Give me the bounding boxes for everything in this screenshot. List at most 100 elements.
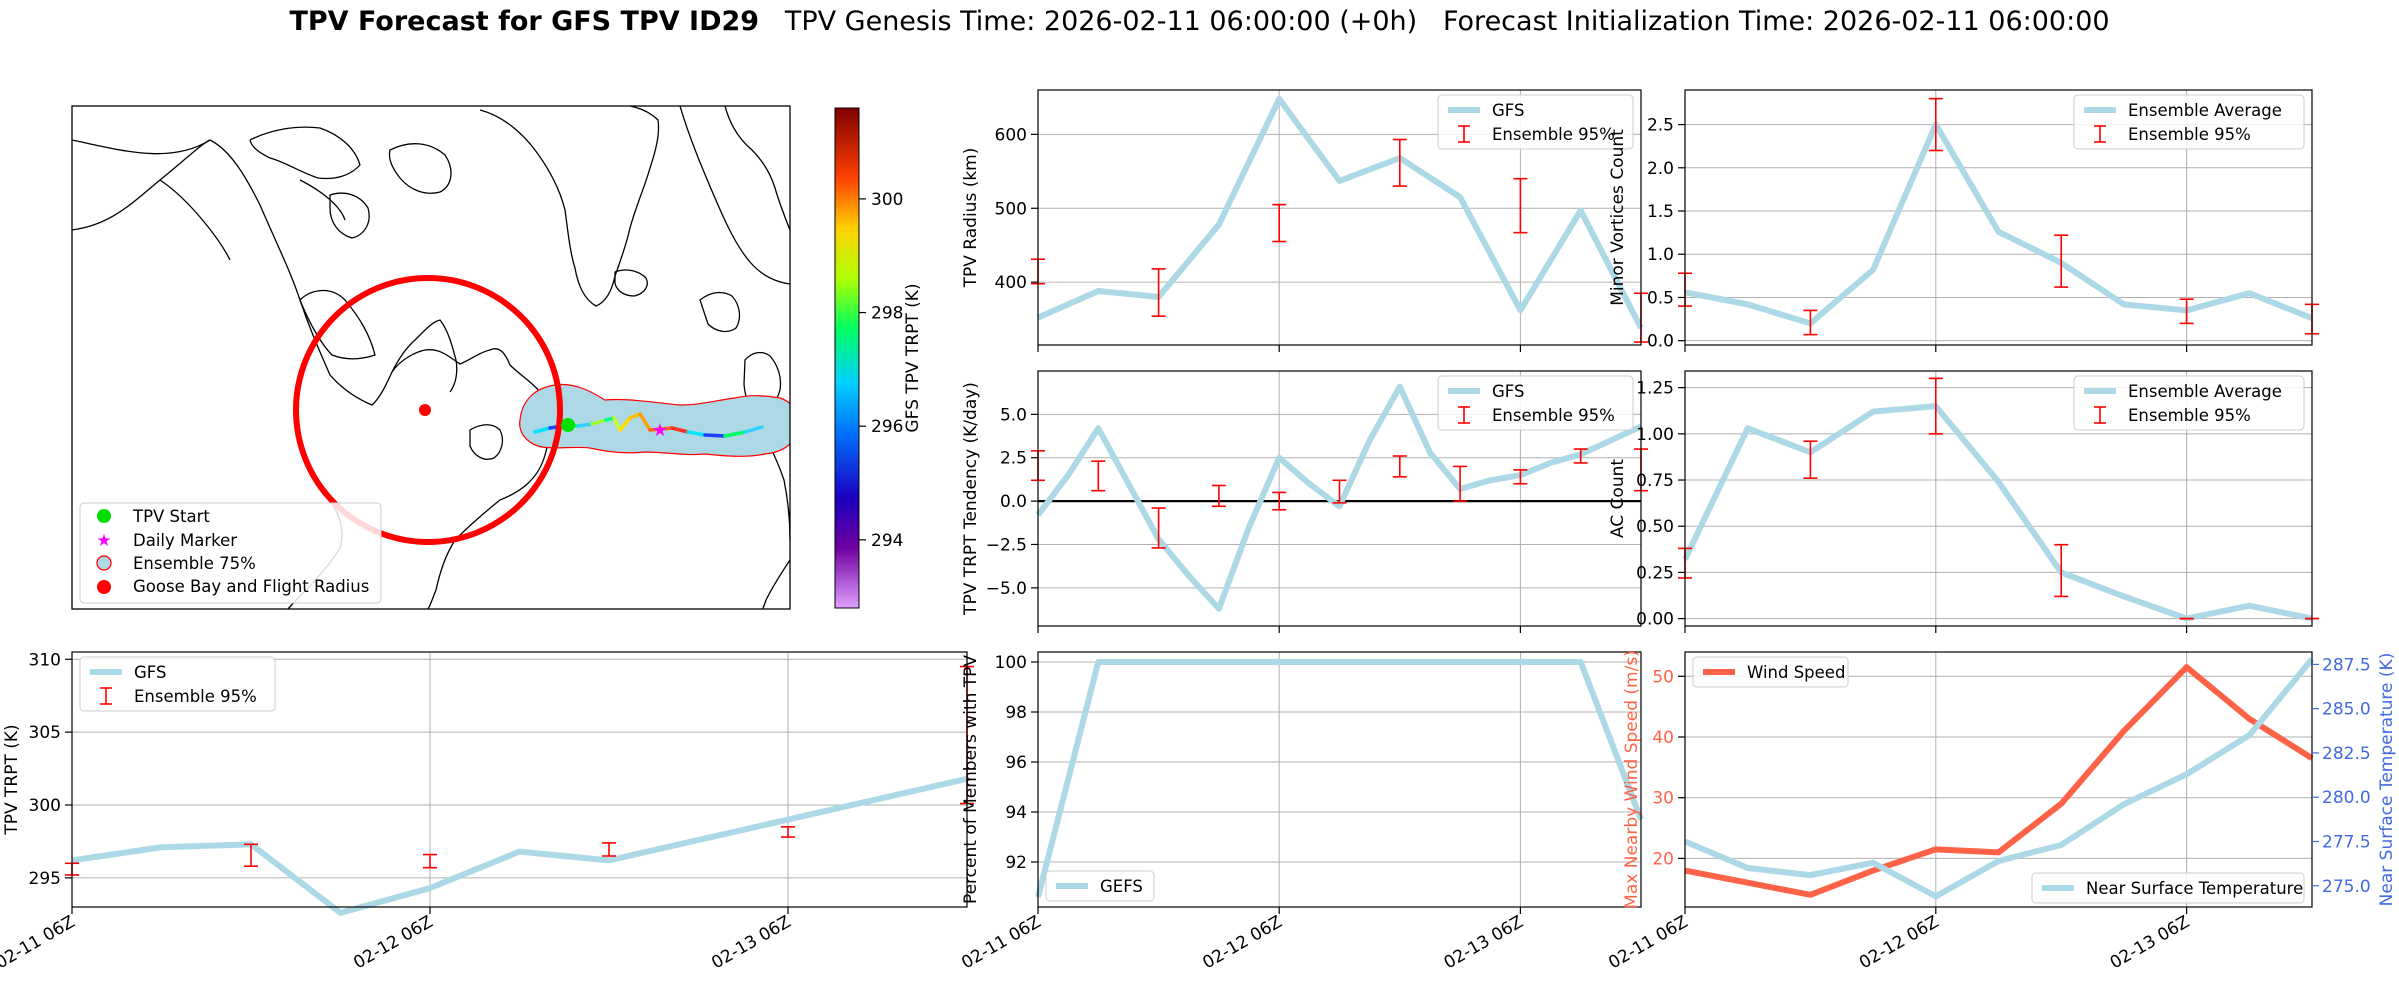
legend-box	[1045, 870, 1155, 902]
plot-frame	[1684, 89, 2313, 346]
init-time: Forecast Initialization Time: 2026-02-11…	[1442, 6, 2110, 37]
error-bar	[1803, 440, 1818, 479]
y-tick-label: 0.00	[1636, 610, 1674, 630]
legend-label: GFS	[1492, 101, 1524, 120]
track-segment	[743, 425, 764, 434]
legend: Near Surface Temperature	[2031, 872, 2305, 904]
y-axis-label: Max Nearby Wind Speed (m/s)	[1622, 650, 1642, 909]
legend-daily-marker: Daily Marker	[133, 531, 237, 550]
coastline-hudson-bay	[299, 289, 376, 360]
legend-box	[1692, 656, 1849, 688]
colorbar-label: GFS TPV TRPT (K)	[903, 283, 923, 432]
chart-tpv_radius: 400 500 600 TPV Radius (km) GFS Ensemble 95%	[961, 89, 1648, 352]
plot-frame	[1037, 370, 1642, 627]
error-bar	[1453, 465, 1468, 502]
x-tick-label: 02-13 06Z	[2107, 912, 2193, 973]
error-bar	[781, 826, 795, 838]
figure-title: TPV Forecast for GFS TPV ID29 TPV Genesi…	[0, 6, 2399, 37]
plot-frame	[1037, 651, 1642, 908]
coastline-greenland	[479, 106, 660, 307]
y2-axis-label: Near Surface Temperature (K)	[2377, 653, 2397, 907]
legend-box	[79, 656, 276, 712]
colorbar-tick-label: 296	[871, 417, 903, 437]
y2-tick-label: 280.0	[2322, 788, 2371, 808]
y2-tick-label: 277.5	[2322, 832, 2371, 852]
y-tick-label: 305	[29, 723, 61, 743]
error-bar	[1272, 491, 1287, 511]
series-line	[71, 775, 968, 916]
y-tick-label: 310	[29, 650, 61, 670]
error-bar	[1928, 97, 1943, 152]
y-tick-label: 1.00	[1636, 425, 1674, 445]
y-tick-label: 98	[1005, 703, 1027, 723]
legend-errorbar-swatch	[1458, 125, 1470, 143]
y-tick-label: 0.75	[1636, 471, 1674, 491]
ensemble-75-region	[519, 383, 790, 457]
y-tick-label: 500	[995, 199, 1027, 219]
legend-ensemble-75-icon	[96, 555, 112, 571]
error-bar	[1272, 203, 1287, 243]
y-tick-label: 0.0	[1647, 332, 1674, 352]
y-tick-label: 300	[29, 796, 61, 816]
y-tick-label: 2.5	[1647, 116, 1674, 136]
x-tick-label: 02-11 06Z	[1605, 912, 1691, 973]
y-tick-label: 0.50	[1636, 517, 1674, 537]
legend-tpv-start: TPV Start	[132, 507, 210, 526]
y-tick-label: 400	[995, 273, 1027, 293]
error-bar	[1332, 479, 1347, 504]
legend-box	[1437, 94, 1634, 150]
plot-frame	[1684, 370, 2313, 627]
coastline-alaska-border	[72, 139, 346, 261]
y-tick-label: 40	[1652, 728, 1674, 748]
y-tick-label: 92	[1005, 853, 1027, 873]
chart-percent_members: 92 94 96 98 100 Percent of Members with TPV 02…	[958, 651, 1644, 973]
legend-box	[2031, 872, 2305, 904]
y2-tick-label: 287.5	[2322, 655, 2371, 675]
y2-tick-label: 275.0	[2322, 877, 2371, 897]
track-segment	[612, 416, 622, 432]
legend: GFS Ensemble 95%	[79, 656, 276, 712]
legend-daily-marker-icon: ★	[96, 531, 111, 551]
legend-label: Ensemble Average	[2128, 101, 2282, 120]
y-axis-label: TPV TRPT Tendency (K/day)	[961, 382, 981, 616]
legend-label: GEFS	[1100, 877, 1143, 896]
y-axis-label: TPV TRPT (K)	[2, 724, 22, 835]
y-axis-label: Minor Vortices Count	[1608, 129, 1628, 306]
y-tick-label: 600	[995, 125, 1027, 145]
legend-errorbar-swatch	[100, 687, 112, 705]
y-axis-label: TPV Radius (km)	[961, 148, 981, 289]
error-bar	[2179, 298, 2194, 325]
legend-tpv-start-icon	[97, 509, 111, 523]
y-tick-label: −5.0	[986, 579, 1027, 599]
y2-tick-label: 282.5	[2322, 744, 2371, 764]
legend: Wind Speed	[1692, 656, 1849, 688]
plot-area	[1038, 652, 1641, 907]
legend-label: Near Surface Temperature	[2086, 879, 2303, 898]
x-tick-label: 02-11 06Z	[0, 912, 79, 973]
coastline-north-america	[72, 139, 550, 609]
legend-box	[1437, 375, 1634, 431]
y-tick-label: 30	[1652, 789, 1674, 809]
legend-goose-bay: Goose Bay and Flight Radius	[133, 577, 369, 596]
legend-label: Ensemble 95%	[134, 687, 257, 706]
track-segment	[703, 433, 727, 438]
figure-title-bold: TPV Forecast for GFS TPV ID29	[289, 6, 760, 37]
error-bar	[602, 842, 616, 857]
series-line	[1684, 121, 2314, 327]
legend-errorbar-swatch	[1458, 406, 1470, 424]
legend-label: Ensemble 95%	[1492, 125, 1615, 144]
plot-frame	[1684, 651, 2313, 908]
y-tick-label: 96	[1005, 753, 1027, 773]
legend: GFS Ensemble 95%	[1437, 375, 1634, 431]
y-tick-label: 2.0	[1647, 159, 1674, 179]
x-tick-label: 02-13 06Z	[1441, 912, 1527, 973]
legend-label: Ensemble 95%	[2128, 406, 2251, 425]
error-bar	[1091, 460, 1106, 492]
series-line	[1035, 383, 1643, 612]
y-tick-label: 295	[29, 869, 61, 889]
x-tick-label: 02-11 06Z	[958, 912, 1044, 973]
coastline-labrador	[391, 319, 458, 393]
series-line	[1683, 657, 2315, 900]
